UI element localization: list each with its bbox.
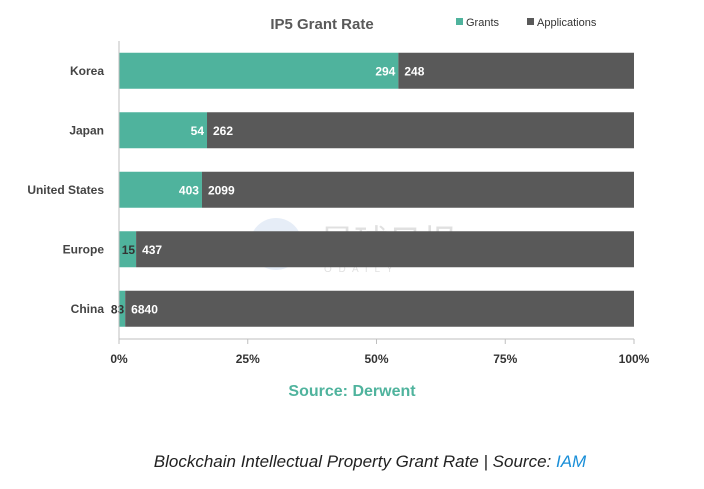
bars: Korea 294 248 Japan 54 262 United States 403 209…: [27, 52, 635, 327]
bar-grants-europe: [119, 231, 137, 268]
data-label-grants-japan: 54: [191, 124, 205, 138]
legend-label-applications: Applications: [537, 17, 597, 29]
data-label-applications-europe: 437: [142, 243, 162, 257]
bar-applications-korea: [398, 52, 634, 89]
x-tick-label: 0%: [110, 352, 128, 366]
x-tick-label: 100%: [619, 352, 650, 366]
data-label-grants-united-states: 403: [179, 183, 199, 197]
x-tick-label: 75%: [493, 352, 517, 366]
data-label-applications-united-states: 2099: [208, 183, 235, 197]
x-tick-label: 50%: [364, 352, 388, 366]
legend: Grants Applications: [456, 17, 597, 29]
bar-applications-japan: [207, 112, 634, 149]
x-tick-label: 25%: [236, 352, 260, 366]
data-label-applications-japan: 262: [213, 124, 233, 138]
bar-grants-korea: [119, 52, 399, 89]
x-axis: 0% 25% 50% 75% 100%: [110, 41, 650, 366]
caption-source-link[interactable]: IAM: [556, 452, 587, 471]
bar-grants-united-states: [119, 171, 202, 208]
y-tick-label-united-states: United States: [27, 183, 104, 197]
data-label-applications-korea: 248: [404, 64, 424, 78]
caption-text: Blockchain Intellectual Property Grant R…: [153, 452, 556, 471]
bar-applications-united-states: [201, 171, 634, 208]
data-label-grants-europe: 15: [122, 243, 136, 257]
legend-swatch-applications: [527, 18, 534, 25]
legend-label-grants: Grants: [466, 17, 500, 29]
bar-grants-japan: [119, 112, 208, 149]
data-label-applications-china: 6840: [131, 302, 158, 316]
bar-applications-china: [125, 290, 634, 327]
legend-swatch-grants: [456, 18, 463, 25]
caption: Blockchain Intellectual Property Grant R…: [0, 452, 704, 472]
bar-applications-europe: [136, 231, 635, 268]
data-label-grants-china: 83: [111, 302, 125, 316]
source-label: Source: Derwent: [288, 383, 416, 400]
y-tick-label-china: China: [71, 302, 105, 316]
watermark-subtext: O D A I L Y: [324, 264, 395, 275]
chart-title: IP5 Grant Rate: [270, 16, 373, 33]
chart: D 星球日报 O D A I L Y IP5 Grant Rate Grants…: [27, 16, 650, 366]
bar-grants-china: [119, 290, 126, 327]
y-tick-label-japan: Japan: [69, 123, 104, 137]
y-tick-label-korea: Korea: [70, 64, 104, 78]
y-tick-label-europe: Europe: [63, 242, 105, 256]
data-label-grants-korea: 294: [375, 64, 395, 78]
